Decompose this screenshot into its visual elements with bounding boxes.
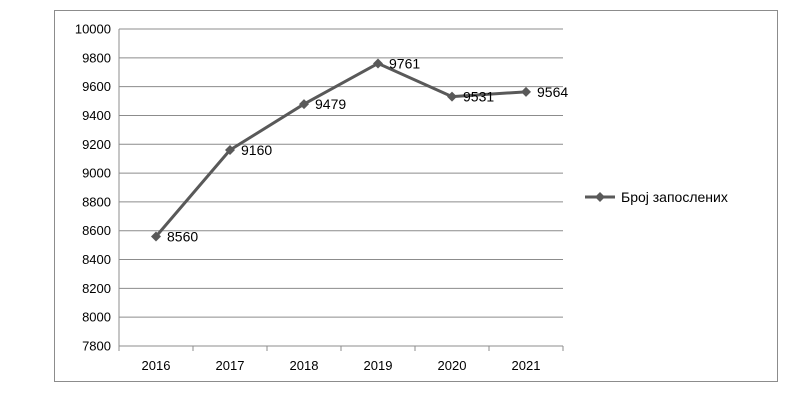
data-point-2016 <box>151 231 161 242</box>
x-tick-label-2017: 2017 <box>216 358 245 373</box>
y-tick-label: 8800 <box>82 194 111 209</box>
data-point-2021 <box>521 86 531 97</box>
x-tick-label-2016: 2016 <box>142 358 171 373</box>
data-labels: 8560 9160 9479 9761 9531 9564 <box>167 55 568 244</box>
series-line <box>154 61 527 238</box>
y-tick-label: 9200 <box>82 137 111 152</box>
y-tick-label: 8200 <box>82 281 111 296</box>
data-label-2018: 9479 <box>315 96 346 112</box>
legend-marker <box>595 192 605 202</box>
y-tick-label: 7800 <box>82 339 111 354</box>
y-tick-label: 8400 <box>82 252 111 267</box>
x-tick-label-2021: 2021 <box>512 358 541 373</box>
data-point-2018 <box>299 99 309 110</box>
y-tick-label: 10000 <box>75 22 111 37</box>
series <box>151 58 531 242</box>
data-point-2019 <box>373 58 383 69</box>
data-label-2020: 9531 <box>463 89 494 105</box>
gridlines <box>119 28 563 347</box>
x-tick-label-2020: 2020 <box>438 358 467 373</box>
y-tick-label: 9400 <box>82 108 111 123</box>
line-chart: 7800 8000 8200 8400 8600 8800 9000 9200 9400 9600… <box>75 22 728 374</box>
axes: 7800 8000 8200 8400 8600 8800 9000 9200 9400 9600… <box>75 22 564 373</box>
y-tick-label: 8600 <box>82 223 111 238</box>
y-tick-label: 9000 <box>82 166 111 181</box>
data-label-2016: 8560 <box>167 228 198 244</box>
legend-label: Број запослених <box>621 189 728 205</box>
chart-frame: 7800 8000 8200 8400 8600 8800 9000 9200 9400 9600… <box>54 10 778 382</box>
legend: Број запослених <box>585 189 728 205</box>
data-point-2020 <box>447 91 457 102</box>
x-tick-label-2018: 2018 <box>290 358 319 373</box>
x-tick-label-2019: 2019 <box>364 358 393 373</box>
data-label-2021: 9564 <box>537 84 568 100</box>
data-point-2017 <box>225 145 235 156</box>
data-label-2019: 9761 <box>389 55 420 71</box>
data-label-2017: 9160 <box>241 142 272 158</box>
y-tick-label: 9800 <box>82 50 111 65</box>
y-tick-label: 8000 <box>82 310 111 325</box>
y-tick-label: 9600 <box>82 79 111 94</box>
